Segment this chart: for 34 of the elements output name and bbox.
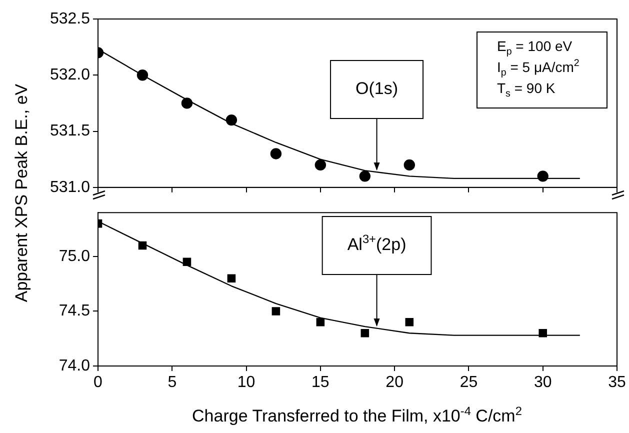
point <box>138 241 147 250</box>
y-tick-label: 75.0 <box>58 248 90 265</box>
x-tick-label: 20 <box>386 374 404 392</box>
x-tick-label: 10 <box>237 374 256 392</box>
x-tick-label: 15 <box>312 374 330 392</box>
annotation: O(1s) <box>356 79 398 98</box>
point <box>360 328 370 338</box>
x-tick-label: 35 <box>608 374 626 392</box>
point <box>314 159 326 171</box>
point <box>270 148 282 160</box>
point <box>316 318 325 326</box>
point <box>181 98 193 109</box>
point <box>359 170 371 182</box>
y-tick-label: 532.5 <box>50 10 90 28</box>
y-axis-title: Apparent XPS Peak B.E., eV <box>12 84 32 302</box>
point <box>538 328 547 338</box>
x-axis-title: Charge Transferred to the Film, x10$^{-4}$ C/cm$^{2}$ <box>192 404 522 427</box>
x-tick-label: 5 <box>168 374 177 392</box>
point <box>537 170 548 182</box>
x-tick-label: 25 <box>460 374 478 392</box>
point <box>136 70 148 81</box>
x-tick-label: 0 <box>94 374 103 392</box>
point <box>182 258 192 266</box>
point <box>405 318 414 326</box>
y-tick-label: 532.0 <box>50 66 90 84</box>
x-tick-label: 30 <box>534 374 552 392</box>
point <box>227 274 236 282</box>
point <box>226 114 238 126</box>
point <box>272 307 280 316</box>
point <box>404 159 415 171</box>
y-tick-label: 531.0 <box>50 178 90 196</box>
y-tick-label: 74.0 <box>58 357 90 374</box>
y-tick-label: 531.5 <box>50 122 90 140</box>
y-tick-label: 74.5 <box>58 302 90 320</box>
